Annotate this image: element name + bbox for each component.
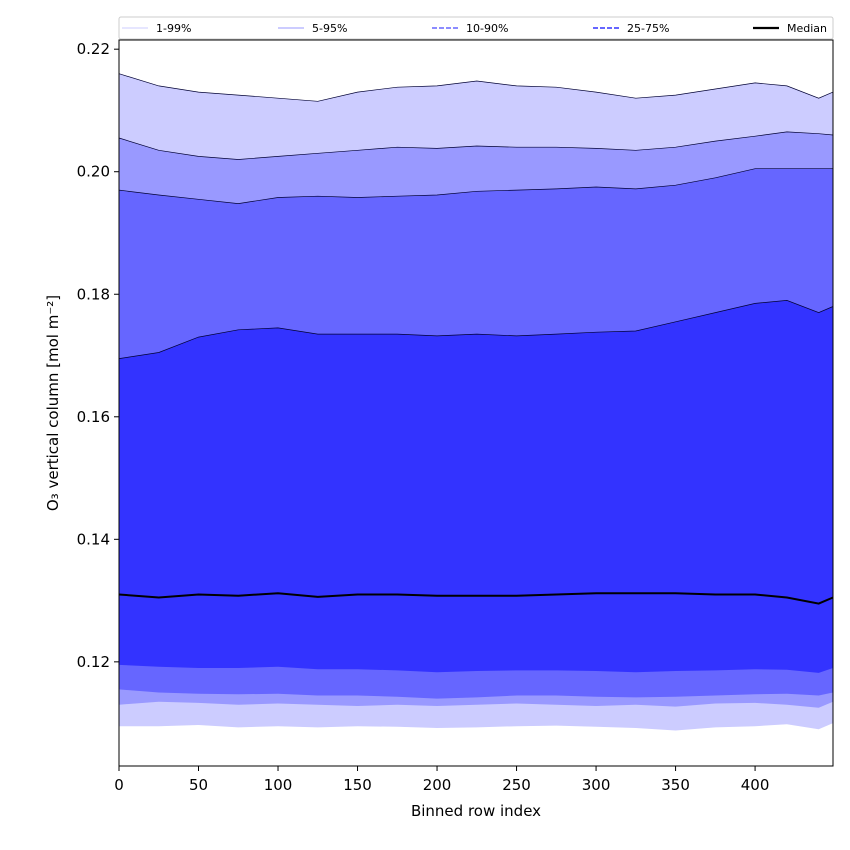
x-tick-label: 50 [189,776,208,794]
x-axis-ticks: 0 50 100 150 200 250 300 350 400 [114,766,769,794]
band-25-75pct [119,300,833,673]
band-edge-10-90pct [118,168,833,204]
legend-label: 25-75% [627,22,669,35]
legend-label: Median [787,22,827,35]
legend-box [118,16,834,40]
legend-label: 5-95% [312,22,347,35]
median-layer [118,592,834,605]
y-tick-label: 0.12 [77,653,110,671]
y-tick-label: 0.22 [77,40,110,58]
x-tick-label: 200 [423,776,452,794]
y-tick-label: 0.20 [77,163,110,181]
x-tick-label: 300 [582,776,611,794]
y-axis-ticks: 0.12 0.14 0.16 0.18 0.20 0.22 [77,40,119,671]
x-tick-label: 400 [741,776,770,794]
x-tick-label: 250 [502,776,531,794]
chart-bands [118,73,834,731]
y-tick-label: 0.16 [77,408,110,426]
y-tick-label: 0.18 [77,285,110,303]
plot-frame [118,39,834,767]
y-axis-label: O₃ vertical column [mol m⁻²] [44,295,62,511]
band-edge-1-99pct [118,73,834,102]
band-edge-25-75pct [118,300,834,359]
legend-label: 10-90% [466,22,508,35]
median-line [118,592,834,605]
x-tick-label: 100 [264,776,293,794]
x-tick-label: 350 [661,776,690,794]
x-tick-label: 0 [114,776,124,794]
band-edge-5-95pct [118,131,834,160]
x-axis-label: Binned row index [411,802,541,820]
legend-label: 1-99% [156,22,191,35]
y-tick-label: 0.14 [77,530,110,548]
x-tick-label: 150 [343,776,372,794]
legend: 1-99% 5-95% 10-90% 25-75% Median [118,16,834,40]
